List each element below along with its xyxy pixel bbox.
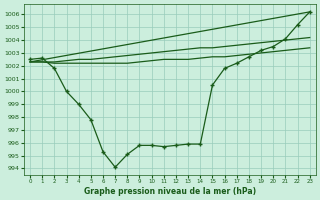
X-axis label: Graphe pression niveau de la mer (hPa): Graphe pression niveau de la mer (hPa): [84, 187, 256, 196]
